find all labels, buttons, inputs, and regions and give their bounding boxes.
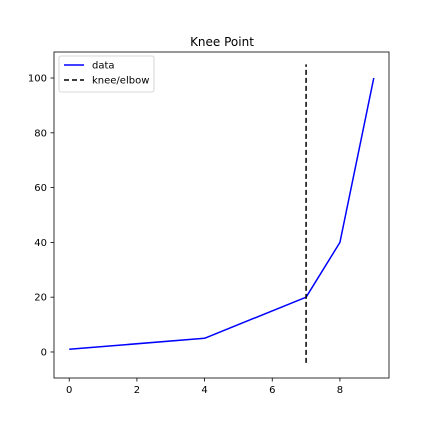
- x-tick-label: 2: [134, 385, 140, 396]
- y-tick-label: 20: [34, 293, 47, 304]
- legend-label: data: [92, 61, 115, 72]
- y-tick-label: 40: [34, 238, 47, 249]
- x-tick-label: 0: [66, 385, 72, 396]
- x-tick-label: 6: [269, 385, 275, 396]
- chart-title: Knee Point: [190, 35, 254, 49]
- x-tick-label: 8: [337, 385, 343, 396]
- axes-frame: [53, 51, 390, 379]
- x-tick-label: 4: [201, 385, 207, 396]
- y-tick-label: 80: [34, 128, 47, 139]
- legend: data knee/elbow: [58, 55, 155, 93]
- y-tick-label: 60: [34, 183, 47, 194]
- y-tick-label: 0: [41, 347, 47, 358]
- legend-label: knee/elbow: [92, 76, 149, 87]
- y-tick-label: 100: [28, 74, 47, 85]
- plot-area: [69, 64, 375, 363]
